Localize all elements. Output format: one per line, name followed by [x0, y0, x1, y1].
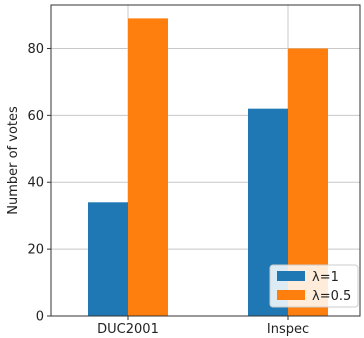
x-axis-ticks: DUC2001 Inspec [97, 316, 309, 337]
plot-frame [50, 4, 361, 317]
y-tick-label-60: 60 [27, 109, 44, 124]
y-tick-label-80: 80 [27, 42, 44, 57]
legend-swatch-lambda-1 [277, 271, 305, 281]
y-tick-label-20: 20 [27, 243, 44, 258]
legend-label-lambda-0-5: λ=0.5 [312, 289, 351, 304]
y-tick-label-40: 40 [27, 176, 44, 191]
legend-label-lambda-1: λ=1 [312, 270, 339, 285]
x-tick-label-duc2001: DUC2001 [97, 322, 159, 337]
legend-swatch-lambda-0-5 [277, 290, 305, 300]
bar-duc2001-series-0 [88, 202, 128, 316]
bar-duc2001-series-1 [128, 18, 168, 317]
y-axis-label: Number of votes [6, 106, 21, 215]
bars [88, 18, 328, 317]
y-tick-label-0: 0 [36, 310, 44, 325]
y-axis-ticks: 0 20 40 60 80 [27, 42, 51, 325]
legend: λ=1 λ=0.5 [269, 264, 359, 308]
x-tick-label-inspec: Inspec [267, 322, 309, 337]
